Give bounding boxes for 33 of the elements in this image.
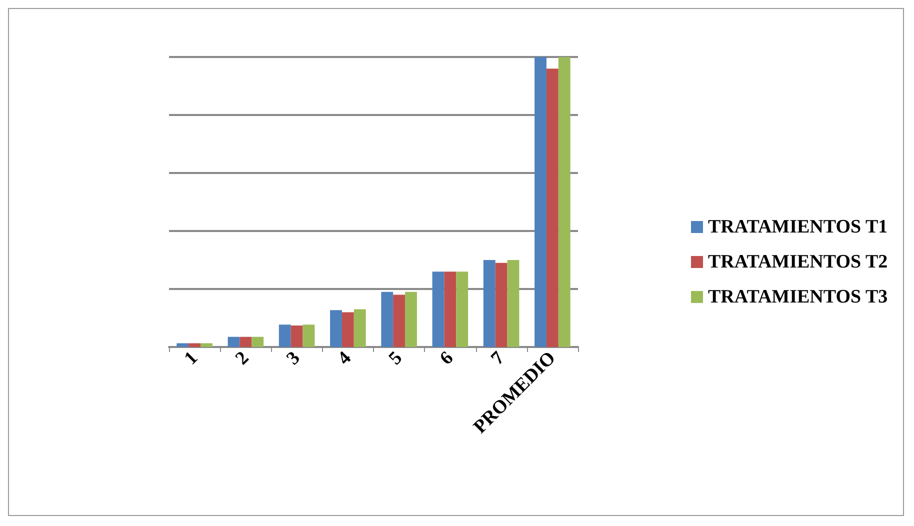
- bar: [290, 326, 303, 347]
- bar: [354, 309, 366, 347]
- bar: [432, 272, 444, 347]
- bar: [188, 343, 201, 347]
- bar: [252, 336, 264, 347]
- legend-label: TRATAMIENTOS T2: [708, 252, 888, 272]
- legend-label: TRATAMIENTOS T3: [708, 286, 888, 308]
- bar: [278, 324, 291, 347]
- bar: [228, 336, 240, 347]
- bar: [546, 68, 558, 347]
- x-tick-label: 4: [334, 347, 356, 370]
- bar: [495, 262, 508, 347]
- x-tick-label: 1: [180, 348, 202, 370]
- bar: [302, 324, 315, 347]
- bar: [405, 292, 417, 347]
- legend-label: TRATAMIENTOS T1: [708, 216, 888, 238]
- x-tick-label: 5: [384, 348, 406, 370]
- bar: [558, 57, 570, 347]
- bar: [176, 343, 189, 347]
- bar: [444, 272, 456, 347]
- bar: [507, 260, 520, 347]
- x-tick-label: 3: [282, 348, 304, 370]
- bar: [342, 312, 354, 347]
- x-tick-label: 6: [436, 348, 458, 370]
- bar: [200, 343, 212, 347]
- bar: [534, 57, 546, 347]
- bar: [483, 260, 496, 347]
- bar: [330, 310, 342, 347]
- bar: [240, 336, 252, 347]
- bar: [381, 292, 394, 347]
- x-tick-label: 2: [232, 348, 254, 370]
- bar: [456, 272, 468, 347]
- bar: [393, 294, 406, 347]
